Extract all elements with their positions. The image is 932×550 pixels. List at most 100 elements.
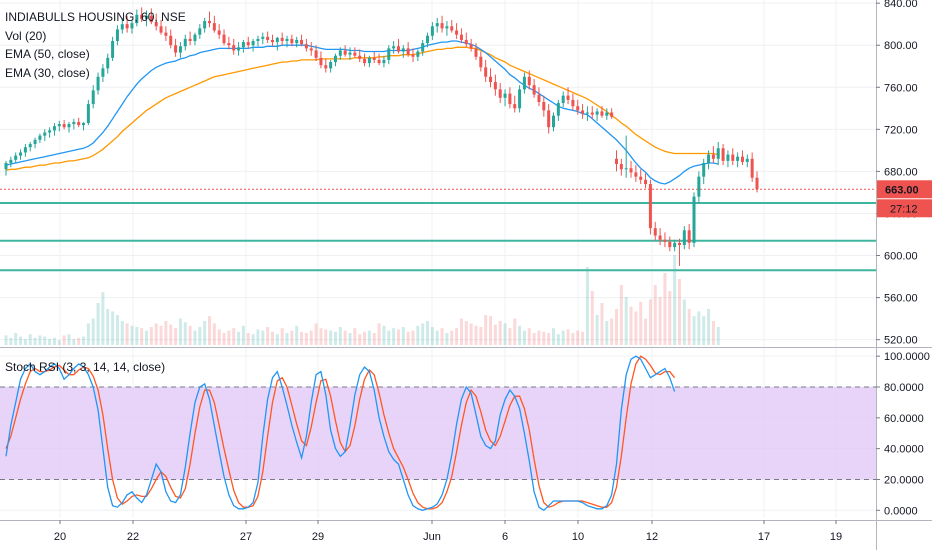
volume-bar [169, 324, 173, 345]
candle-body [159, 26, 163, 33]
volume-bar [275, 334, 279, 345]
time-tick-label: 20 [54, 531, 66, 543]
candle-body [188, 38, 192, 42]
volume-bar [324, 329, 328, 345]
stoch-k-line [5, 355, 676, 512]
candle-body [552, 115, 556, 128]
time-tick-label: Jun [423, 531, 441, 543]
volume-bar [576, 330, 580, 345]
candle-body [687, 230, 691, 243]
stoch-tick-label: 0.0000 [884, 505, 918, 517]
candle-body [207, 21, 211, 24]
candle-body [469, 44, 473, 49]
volume-bar [396, 329, 400, 345]
candle-body [576, 106, 580, 111]
time-tick-label: 6 [502, 531, 508, 543]
candle-body [556, 103, 560, 116]
candle-body [304, 44, 308, 49]
candle-body [542, 101, 546, 111]
candle-body [445, 26, 449, 29]
candle-body [600, 111, 604, 116]
candle-body [663, 239, 667, 242]
candle-body [503, 93, 507, 98]
volume-bar [304, 333, 308, 345]
candle-body [484, 67, 488, 77]
volume-bar [367, 330, 371, 345]
volume-bar [130, 325, 134, 345]
candle-body [401, 48, 405, 52]
volume-bar [702, 316, 706, 345]
volume-bar [687, 309, 691, 345]
volume-bar [333, 331, 337, 345]
volume-bar [43, 336, 47, 345]
volume-bar [619, 285, 623, 345]
candle-body [440, 23, 444, 29]
time-tick-label: 29 [312, 531, 324, 543]
candle-body [290, 38, 294, 44]
candle-body [164, 32, 168, 36]
candle-body [149, 15, 153, 23]
time-tick-label: 10 [572, 531, 584, 543]
volume-bar [401, 327, 405, 345]
candle-body [115, 29, 119, 42]
volume-bar [474, 325, 478, 345]
volume-bar [392, 328, 396, 345]
volume-bar [653, 285, 657, 345]
horizontal-levels[interactable] [0, 188, 876, 272]
candle-body [392, 46, 396, 49]
candle-body [411, 54, 415, 57]
candle-body [246, 42, 250, 46]
volume-bar [300, 331, 304, 345]
time-tick-label: 12 [646, 531, 658, 543]
candle-body [275, 37, 279, 43]
candle-body [285, 38, 289, 42]
vol-indicator-label[interactable]: Vol (20) [5, 29, 46, 43]
time-tick-label: 22 [127, 531, 139, 543]
candle-body [212, 23, 216, 31]
volume-bar [91, 318, 95, 345]
candle-body [692, 196, 696, 243]
price-tick-label: 720.00 [884, 124, 918, 136]
volume-bar [193, 330, 197, 345]
candle-body [716, 148, 720, 159]
volume-bar [96, 303, 100, 345]
bar-countdown-value: 27:12 [890, 203, 918, 215]
candle-body [135, 14, 139, 24]
volume-bar [518, 325, 522, 345]
candle-body [256, 38, 260, 42]
volume-bar [77, 337, 81, 345]
ema-50-label[interactable]: EMA (50, close) [5, 47, 90, 61]
candle-body [624, 168, 628, 170]
volume-bar [552, 328, 556, 345]
candle-body [605, 112, 609, 116]
stoch-rsi-label[interactable]: Stoch RSI (3, 3, 14, 14, close) [5, 360, 165, 374]
volume-bar [547, 333, 551, 345]
candle-body [261, 36, 265, 39]
candle-body [426, 35, 430, 44]
candle-body [479, 56, 483, 68]
candle-body [561, 95, 565, 104]
volume-bar [585, 267, 589, 345]
candle-body [382, 59, 386, 64]
symbol-title[interactable]: INDIABULLS HOUSING, 60, NSE [5, 10, 186, 24]
candle-body [547, 110, 551, 128]
ema-30-label[interactable]: EMA (30, close) [5, 66, 90, 80]
candle-body [416, 51, 420, 57]
volume-bar [145, 330, 149, 345]
volume-bar [329, 330, 333, 345]
price-tick-label: 680.00 [884, 166, 918, 178]
candle-body [72, 121, 76, 125]
price-tick-label: 760.00 [884, 82, 918, 94]
candle-body [464, 39, 468, 45]
volume-bar [382, 325, 386, 345]
volume-bar [270, 331, 274, 345]
candle-body [338, 50, 342, 56]
volume-bar [164, 321, 168, 345]
candle-body [86, 104, 90, 124]
volume-bar [682, 299, 686, 345]
volume-bar [556, 334, 560, 345]
volume-bars [4, 255, 720, 345]
candle-body [348, 52, 352, 55]
candle-body [585, 112, 589, 114]
